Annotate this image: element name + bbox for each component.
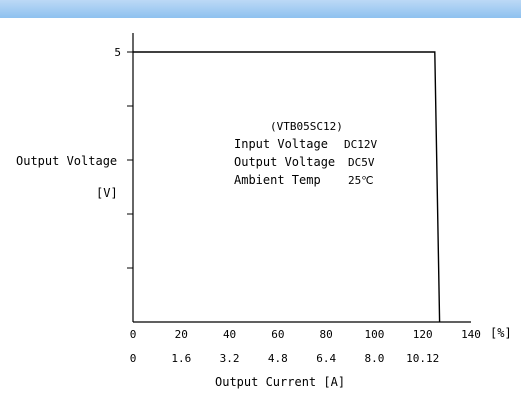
annotation-temp-value: 25℃ (348, 174, 374, 187)
x-tick-pct-6: 120 (413, 328, 433, 341)
x-tick-pct-7: 140 (461, 328, 481, 341)
annotation-input-value: DC12V (344, 138, 377, 151)
series-line-0 (133, 51, 441, 323)
y-tick-label-0: 5 (114, 46, 121, 59)
x-axis-pct-unit: [%] (490, 326, 512, 340)
annotation-input-label: Input Voltage (234, 137, 328, 151)
x-tick-current-1: 1.6 (171, 352, 191, 365)
x-tick-current-6: 10.12 (406, 352, 439, 365)
annotation-output-value: DC5V (348, 156, 375, 169)
x-tick-current-3: 4.8 (268, 352, 288, 365)
x-tick-pct-1: 20 (175, 328, 188, 341)
x-tick-current-4: 6.4 (316, 352, 336, 365)
ticks: 5 0 20 40 60 80 100 120 140 0 1.6 3.2 4.8 6.4 8.0 10.12 (114, 46, 481, 365)
annotation-temp-label: Ambient Temp (234, 173, 321, 187)
x-axis-current-label: Output Current [A] (215, 375, 345, 389)
x-tick-pct-3: 60 (271, 328, 284, 341)
x-tick-current-5: 8.0 (364, 352, 384, 365)
series (133, 51, 441, 323)
x-tick-current-2: 3.2 (220, 352, 240, 365)
y-axis-label: Output Voltage (16, 154, 117, 168)
annotation-model: (VTB05SC12) (270, 120, 343, 133)
axes (132, 33, 471, 323)
x-tick-pct-0: 0 (130, 328, 137, 341)
header-bar (0, 0, 521, 18)
x-tick-current-0: 0 (130, 352, 137, 365)
y-axis-unit: [V] (96, 186, 118, 200)
annotation-output-label: Output Voltage (234, 155, 335, 169)
x-tick-pct-5: 100 (364, 328, 384, 341)
x-tick-pct-4: 80 (320, 328, 333, 341)
x-tick-pct-2: 40 (223, 328, 236, 341)
